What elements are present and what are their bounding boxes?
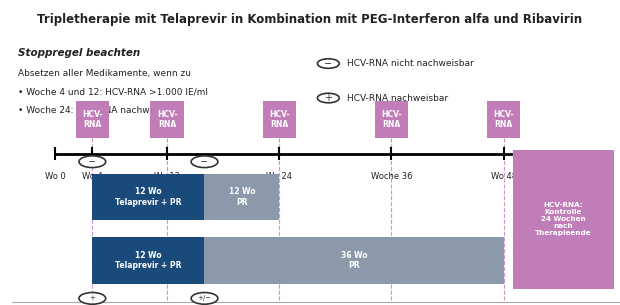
Text: HCV-RNA nachweisbar: HCV-RNA nachweisbar — [347, 94, 448, 102]
Circle shape — [191, 292, 218, 304]
Text: HCV-
RNA: HCV- RNA — [494, 109, 514, 129]
FancyBboxPatch shape — [151, 101, 184, 138]
FancyBboxPatch shape — [374, 101, 408, 138]
Text: 12 Wo
PR: 12 Wo PR — [229, 187, 255, 206]
Text: Wo 4: Wo 4 — [82, 172, 103, 181]
FancyBboxPatch shape — [92, 237, 205, 284]
Text: +: + — [324, 93, 332, 103]
Text: HCV-
RNA: HCV- RNA — [269, 109, 290, 129]
Text: HCV-
RNA: HCV- RNA — [82, 109, 103, 129]
Text: Wo 48: Wo 48 — [490, 172, 516, 181]
Text: 36 Wo
PR: 36 Wo PR — [341, 251, 368, 270]
Text: HCV-RNA:
Kontrolle
24 Wochen
nach
Therapieende: HCV-RNA: Kontrolle 24 Wochen nach Therap… — [535, 203, 591, 236]
Text: HCV-RNA nicht nachweisbar: HCV-RNA nicht nachweisbar — [347, 59, 473, 68]
Text: Absetzen aller Medikamente, wenn zu: Absetzen aller Medikamente, wenn zu — [19, 69, 192, 78]
Text: • Woche 24: HCV-RNA nachweisbar: • Woche 24: HCV-RNA nachweisbar — [19, 106, 178, 115]
Circle shape — [79, 156, 105, 167]
Text: Tripletherapie mit Telaprevir in Kombination mit PEG-Interferon alfa und Ribavir: Tripletherapie mit Telaprevir in Kombina… — [37, 13, 583, 26]
Text: 12 Wo
Telaprevir + PR: 12 Wo Telaprevir + PR — [115, 187, 182, 206]
Text: Woche 36: Woche 36 — [371, 172, 412, 181]
Text: +: + — [89, 295, 95, 301]
FancyBboxPatch shape — [76, 101, 109, 138]
Text: HCV-
RNA: HCV- RNA — [157, 109, 177, 129]
Text: 12 Wo
Telaprevir + PR: 12 Wo Telaprevir + PR — [115, 251, 182, 270]
Text: +/−: +/− — [197, 295, 211, 301]
Text: −: − — [324, 59, 332, 69]
Text: HCV-
RNA: HCV- RNA — [381, 109, 402, 129]
Text: Wo 12: Wo 12 — [154, 172, 180, 181]
FancyBboxPatch shape — [513, 150, 614, 289]
Text: Wo 0: Wo 0 — [45, 172, 65, 181]
FancyBboxPatch shape — [487, 101, 520, 138]
FancyBboxPatch shape — [262, 101, 296, 138]
Text: • Woche 4 und 12: HCV-RNA >1.000 IE/ml: • Woche 4 und 12: HCV-RNA >1.000 IE/ml — [19, 88, 208, 96]
Text: −: − — [88, 157, 96, 167]
Circle shape — [191, 156, 218, 167]
Text: −: − — [200, 157, 208, 167]
Text: Wo 24: Wo 24 — [266, 172, 292, 181]
FancyBboxPatch shape — [92, 174, 205, 220]
FancyBboxPatch shape — [205, 237, 503, 284]
Text: Stoppregel beachten: Stoppregel beachten — [19, 48, 141, 58]
FancyBboxPatch shape — [205, 174, 279, 220]
Circle shape — [79, 292, 105, 304]
